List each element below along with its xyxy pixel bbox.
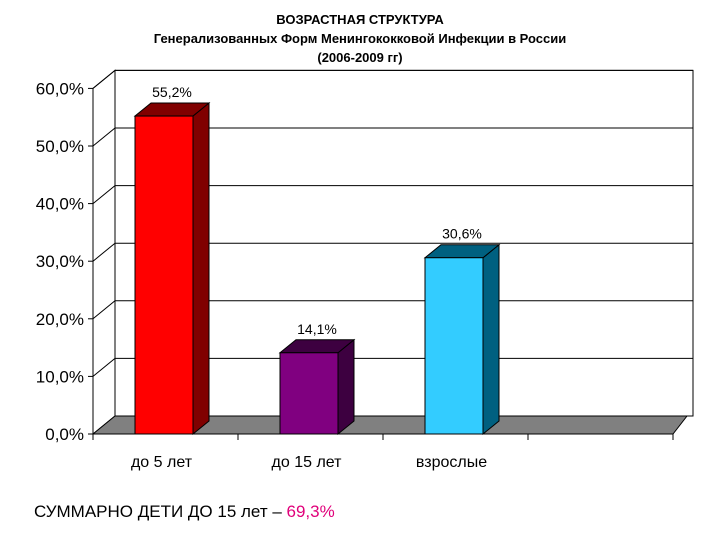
gridline xyxy=(92,127,693,147)
x-tick-label: взрослые xyxy=(416,454,487,471)
y-tick-label: 40,0% xyxy=(36,195,84,214)
chart-title-line-1: ВОЗРАСТНАЯ СТРУКТУРА xyxy=(276,12,444,27)
y-tick-label: 0,0% xyxy=(45,425,84,444)
data-label: 14,1% xyxy=(297,321,337,337)
y-tick-label: 60,0% xyxy=(36,79,84,98)
y-tick-label: 10,0% xyxy=(36,367,84,386)
gridline xyxy=(92,242,693,262)
bar-side xyxy=(192,101,210,436)
bar-side xyxy=(482,243,500,436)
bar xyxy=(134,115,194,435)
summary-value: 69,3% xyxy=(286,502,335,521)
gridline xyxy=(92,185,693,204)
gridline xyxy=(92,357,693,377)
chart-title-line-2: Генерализованных Форм Менингококковой Ин… xyxy=(153,31,567,46)
gridline xyxy=(92,300,693,320)
gridline xyxy=(92,69,693,89)
chart-title-line-3: (2006-2009 гг) xyxy=(317,50,403,65)
bar-side xyxy=(337,338,355,436)
summary-text: СУММАРНО ДЕТИ ДО 15 лет – xyxy=(34,502,287,521)
summary-note: СУММАРНО ДЕТИ ДО 15 лет – 69,3% xyxy=(34,502,335,522)
bar xyxy=(424,257,484,435)
x-tick-label: до 5 лет xyxy=(131,454,193,471)
x-tick-label: до 15 лет xyxy=(272,454,343,471)
bar xyxy=(279,352,339,435)
chart-title: ВОЗРАСТНАЯ СТРУКТУРА Генерализованных Фо… xyxy=(0,10,720,67)
data-label: 55,2% xyxy=(152,84,192,100)
y-tick-label: 50,0% xyxy=(36,137,84,156)
y-tick-label: 20,0% xyxy=(36,310,84,329)
data-label: 30,6% xyxy=(442,226,482,242)
y-tick-label: 30,0% xyxy=(36,252,84,271)
